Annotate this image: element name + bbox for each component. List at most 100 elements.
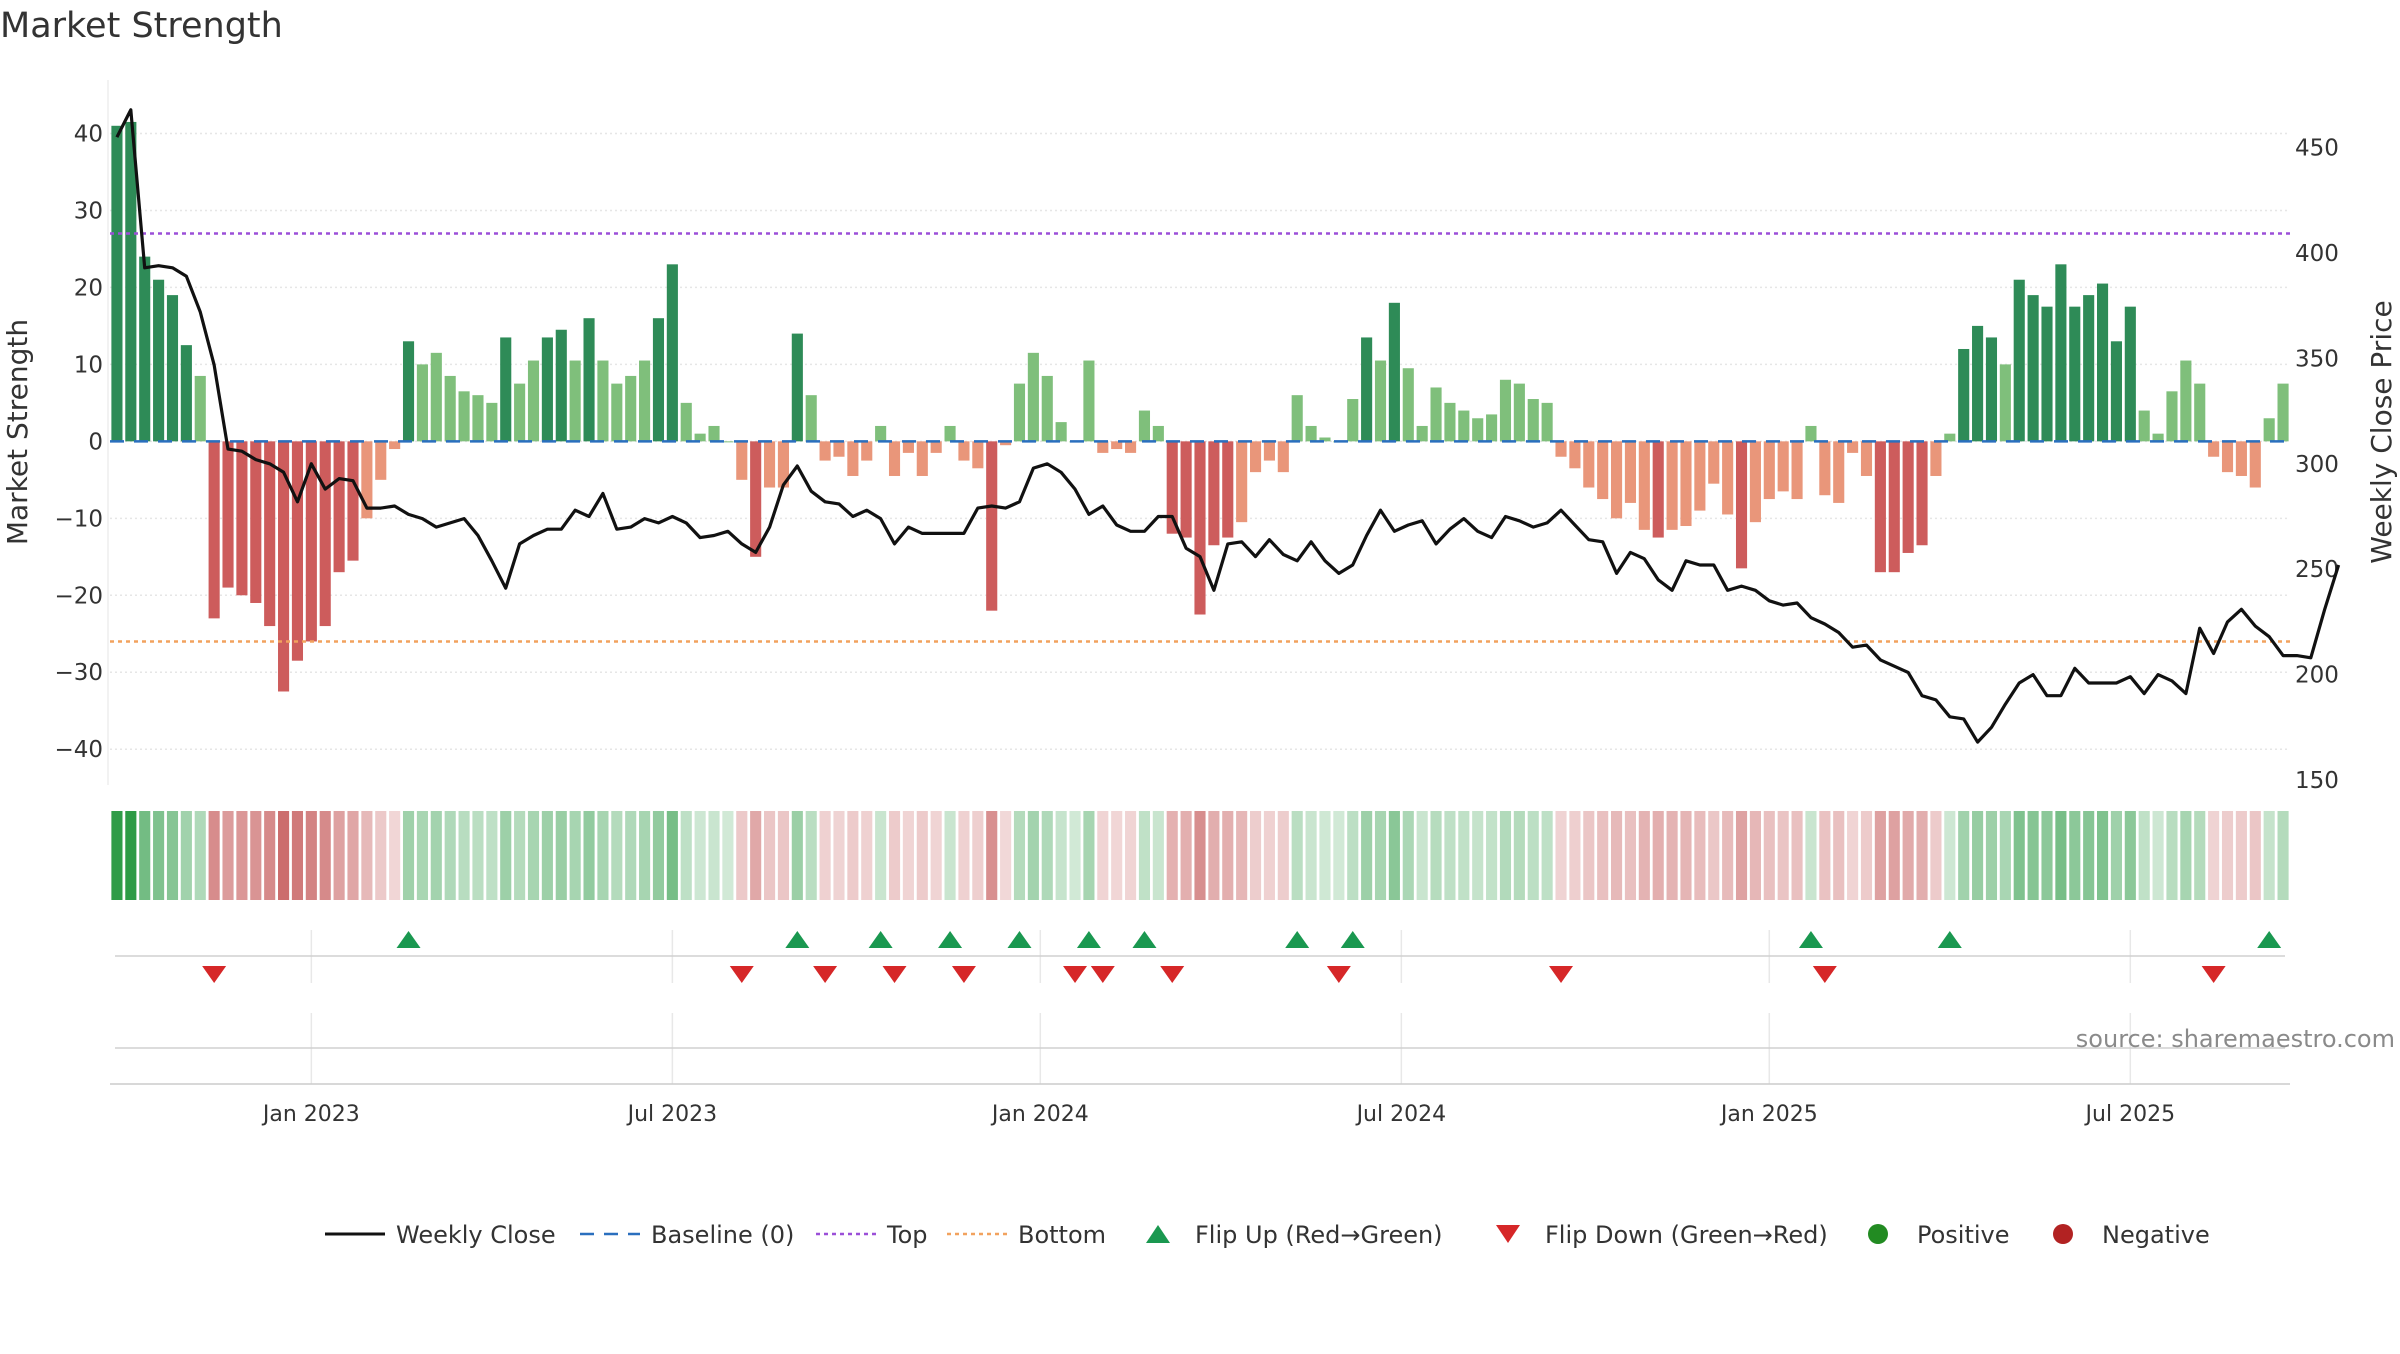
strength-band-cell (111, 811, 123, 900)
strength-bar (819, 441, 831, 461)
y-tick-label: −10 (54, 506, 103, 532)
strength-bar (1999, 364, 2011, 442)
strength-bar (2194, 383, 2206, 442)
strength-band-cell (1236, 811, 1248, 900)
y2-tick-label: 450 (2295, 136, 2339, 162)
strength-bar (2096, 283, 2109, 442)
strength-band-cell (2152, 811, 2164, 900)
strength-bar (2166, 391, 2178, 442)
strength-bar (916, 441, 928, 476)
strength-bar (2138, 410, 2150, 442)
y-tick-label: −40 (54, 737, 103, 763)
strength-band-cell (2180, 811, 2192, 900)
strength-bar (1180, 441, 1192, 538)
strength-band-cell (597, 811, 609, 900)
strength-bar (319, 441, 331, 627)
legend-item: Top (816, 1221, 928, 1249)
strength-bar (2027, 295, 2039, 442)
strength-band-cell (1597, 811, 1609, 900)
legend-triangle-up-icon (1146, 1225, 1170, 1243)
strength-band-cell (625, 811, 637, 900)
strength-band-cell (1583, 811, 1595, 900)
strength-band-cell (875, 811, 887, 900)
strength-band-cell (1125, 811, 1137, 900)
flip-down-marker (882, 966, 907, 983)
x-tick-label: Jan 2025 (1719, 1102, 1818, 1127)
strength-bar (2221, 441, 2234, 473)
strength-band-cell (2083, 811, 2095, 900)
strength-band-cell (1138, 811, 1151, 900)
strength-band-cell (333, 811, 345, 900)
strength-band-cell (1569, 811, 1581, 900)
strength-bar (625, 375, 637, 442)
strength-bar (652, 318, 665, 442)
strength-bar (847, 441, 859, 476)
strength-band-cell (1735, 811, 1748, 900)
strength-band-cell (139, 811, 151, 900)
strength-band-cell (1847, 811, 1859, 900)
strength-bar (2041, 306, 2053, 442)
strength-band-cell (1041, 811, 1053, 900)
strength-band-cell (1666, 811, 1678, 900)
strength-bar (944, 425, 956, 442)
strength-band-cell (1541, 811, 1553, 900)
flip-up-marker (938, 931, 963, 948)
flip-up-marker (785, 931, 810, 948)
legend-item: Negative (2053, 1221, 2210, 1249)
strength-bar (1611, 441, 1623, 519)
strength-bar (958, 441, 970, 461)
strength-bar (1458, 410, 1470, 442)
strength-band-cell (486, 811, 498, 900)
strength-bar (888, 441, 901, 476)
strength-bar (1569, 441, 1581, 469)
strength-bar (291, 441, 304, 661)
strength-band-cell (1972, 811, 1984, 900)
strength-bar (305, 441, 317, 642)
strength-bar (694, 433, 706, 442)
strength-band-cell (1805, 811, 1817, 900)
strength-bar (1541, 402, 1553, 442)
strength-bar (1388, 302, 1400, 442)
strength-band-cell (2221, 811, 2234, 900)
strength-bar (1125, 441, 1137, 453)
strength-bar (1833, 441, 1845, 503)
strength-band-cell (1486, 811, 1498, 900)
strength-bar (777, 441, 789, 488)
y-tick-label: 20 (74, 275, 103, 301)
strength-band-cell (541, 811, 553, 900)
strength-band-cell (2277, 811, 2289, 900)
strength-bar (597, 360, 609, 442)
x-tick-label: Jul 2023 (626, 1102, 718, 1127)
strength-band-cell (1916, 811, 1928, 900)
strength-bar (1708, 441, 1720, 484)
x-tick-label: Jan 2023 (261, 1102, 360, 1127)
strength-bar (1749, 441, 1761, 523)
strength-band-cell (1930, 811, 1942, 900)
strength-band-cell (722, 811, 734, 900)
strength-bar (2124, 306, 2136, 442)
y2-tick-label: 400 (2295, 241, 2339, 267)
strength-band-cell (791, 811, 803, 900)
strength-band-cell (1000, 811, 1012, 900)
y-axis-title: Market Strength (1, 319, 34, 545)
strength-band-cell (833, 811, 845, 900)
strength-bar (1041, 375, 1053, 442)
strength-bar (1374, 360, 1387, 442)
strength-bar (986, 441, 998, 611)
strength-band-cell (1249, 811, 1262, 900)
strength-band-cell (1291, 811, 1303, 900)
y-tick-label: −30 (54, 660, 103, 686)
strength-bar (1847, 441, 1859, 453)
y2-axis-title: Weekly Close Price (2365, 300, 2398, 563)
strength-bar (1472, 418, 1484, 442)
strength-band-cell (2124, 811, 2136, 900)
strength-bar (1735, 441, 1748, 569)
strength-band-cell (2138, 811, 2150, 900)
strength-band-cell (1208, 811, 1220, 900)
strength-bar (1888, 441, 1900, 573)
strength-band-cell (180, 811, 192, 900)
strength-band-cell (1333, 811, 1345, 900)
strength-band-cell (1513, 811, 1525, 900)
strength-band-cell (1444, 811, 1456, 900)
